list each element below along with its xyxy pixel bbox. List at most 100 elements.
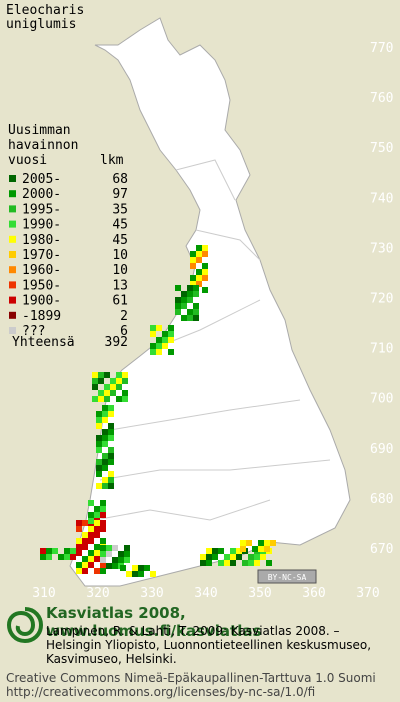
occurrence-cell	[156, 325, 162, 331]
occurrence-cell	[108, 483, 114, 489]
occurrence-cell	[102, 435, 108, 441]
occurrence-cell	[124, 557, 130, 563]
occurrence-cell	[100, 551, 106, 557]
occurrence-cell	[96, 423, 102, 429]
occurrence-cell	[196, 281, 202, 287]
occurrence-cell	[76, 544, 82, 550]
occurrence-cell	[96, 417, 102, 423]
occurrence-cell	[236, 548, 242, 554]
occurrence-cell	[98, 396, 104, 402]
occurrence-cell	[181, 291, 187, 297]
occurrence-cell	[175, 297, 181, 303]
occurrence-cell	[64, 554, 70, 560]
legend-swatch	[9, 235, 16, 243]
occurrence-cell	[108, 423, 114, 429]
y-tick-label: 670	[370, 542, 393, 557]
legend-count: 45	[112, 233, 128, 248]
occurrence-cell	[200, 554, 206, 560]
occurrence-cell	[122, 396, 128, 402]
x-tick-label: 350	[248, 586, 271, 601]
legend-label: 1900-	[22, 294, 61, 309]
occurrence-cell	[240, 546, 246, 552]
occurrence-cell	[108, 447, 114, 453]
occurrence-cell	[218, 548, 224, 554]
occurrence-cell	[190, 263, 196, 269]
occurrence-cell	[100, 500, 106, 506]
y-tick-label: 750	[370, 141, 393, 156]
occurrence-cell	[100, 538, 106, 544]
occurrence-cell	[76, 568, 82, 574]
occurrence-cell	[193, 303, 199, 309]
occurrence-cell	[150, 343, 156, 349]
occurrence-cell	[224, 554, 230, 560]
occurrence-cell	[240, 540, 246, 546]
map: Eleocharis uniglumis Uusimman havainnon …	[6, 3, 393, 601]
legend-label: 1970-	[22, 248, 61, 263]
occurrence-cell	[104, 390, 110, 396]
occurrence-cell	[92, 378, 98, 384]
occurrence-cell	[124, 551, 130, 557]
occurrence-cell	[102, 405, 108, 411]
occurrence-cell	[246, 540, 252, 546]
occurrence-cell	[108, 405, 114, 411]
occurrence-cell	[88, 550, 94, 556]
occurrence-cell	[116, 396, 122, 402]
legend-count: 2	[120, 309, 128, 324]
occurrence-cell	[168, 325, 174, 331]
occurrence-cell	[102, 465, 108, 471]
occurrence-cell	[116, 378, 122, 384]
legend-total-label: Yhteensä	[12, 335, 75, 350]
x-tick-label: 310	[32, 586, 55, 601]
occurrence-cell	[82, 556, 88, 562]
occurrence-cell	[92, 372, 98, 378]
occurrence-cell	[150, 331, 156, 337]
occurrence-cell	[202, 251, 208, 257]
occurrence-cell	[168, 337, 174, 343]
occurrence-cell	[108, 429, 114, 435]
occurrence-cell	[202, 263, 208, 269]
occurrence-cell	[193, 309, 199, 315]
occurrence-cell	[96, 483, 102, 489]
license-line: http://creativecommons.org/licenses/by-n…	[6, 685, 316, 699]
occurrence-cell	[196, 275, 202, 281]
legend-swatch	[9, 205, 16, 213]
license-badge: BY-NC-SA	[268, 573, 307, 582]
occurrence-cell	[248, 560, 254, 566]
occurrence-cell	[162, 331, 168, 337]
occurrence-cell	[104, 384, 110, 390]
occurrence-cell	[82, 538, 88, 544]
occurrence-cell	[100, 562, 106, 568]
occurrence-cell	[236, 554, 242, 560]
citation: Lampinen, R. & Lahti, T. 2009: Kasviatla…	[46, 624, 371, 666]
occurrence-cell	[100, 557, 106, 563]
occurrence-cell	[202, 287, 208, 293]
occurrence-cell	[94, 532, 100, 538]
x-tick-label: 330	[140, 586, 163, 601]
legend-count: 10	[112, 248, 128, 263]
occurrence-cell	[254, 560, 260, 566]
legend-label: ???	[22, 324, 45, 339]
occurrence-cell	[200, 560, 206, 566]
occurrence-cell	[102, 417, 108, 423]
occurrence-cell	[102, 483, 108, 489]
x-tick-label: 370	[356, 586, 379, 601]
occurrence-cell	[106, 551, 112, 557]
occurrence-cell	[212, 554, 218, 560]
occurrence-cell	[102, 411, 108, 417]
occurrence-cell	[96, 441, 102, 447]
occurrence-cell	[132, 571, 138, 577]
occurrence-cell	[190, 257, 196, 263]
citation-line: Helsingin Yliopisto, Luonnontieteellinen…	[46, 638, 372, 652]
occurrence-cell	[96, 465, 102, 471]
occurrence-cell	[132, 565, 138, 571]
legend-count: 13	[112, 278, 128, 293]
occurrence-cell	[112, 563, 118, 569]
occurrence-cell	[76, 520, 82, 526]
occurrence-cell	[168, 331, 174, 337]
occurrence-cell	[76, 550, 82, 556]
occurrence-cell	[104, 396, 110, 402]
occurrence-cell	[82, 544, 88, 550]
occurrence-cell	[193, 285, 199, 291]
occurrence-cell	[102, 453, 108, 459]
occurrence-cell	[181, 297, 187, 303]
